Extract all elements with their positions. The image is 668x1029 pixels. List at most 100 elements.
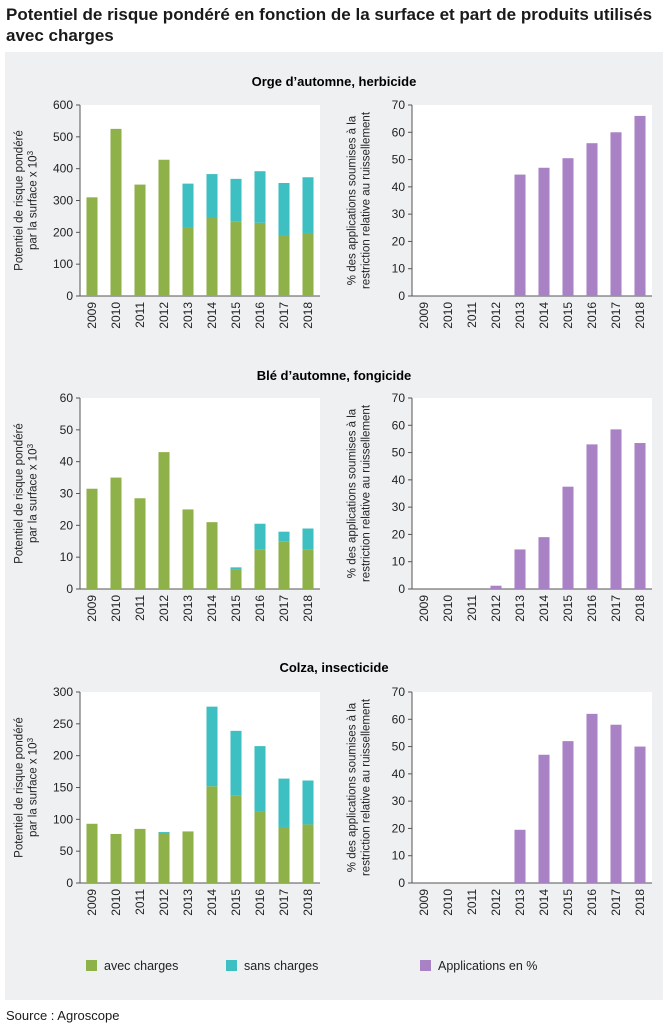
- y-tick-label: 60: [60, 391, 74, 405]
- bar-sans-charges-2016: [254, 171, 266, 223]
- x-tick-label: 2018: [633, 595, 647, 622]
- bar-applications-pct-2014: [538, 754, 550, 883]
- x-tick-label: 2012: [489, 302, 503, 329]
- y-axis-label-line1: Potentiel de risque pondéré: [14, 423, 26, 564]
- x-tick-label: 2010: [109, 889, 123, 916]
- y-tick-label: 100: [53, 812, 73, 826]
- bar-avec-charges-2018: [302, 549, 314, 589]
- x-tick-label: 2016: [253, 595, 267, 622]
- x-tick-label: 2016: [585, 302, 599, 329]
- subchart-title: Colza, insecticide: [279, 660, 388, 675]
- bar-avec-charges-2016: [254, 222, 266, 296]
- y-axis-label-superscript: 3: [26, 443, 35, 448]
- y-tick-label: 40: [392, 180, 406, 194]
- bar-avec-charges-2010: [110, 128, 122, 296]
- x-tick-label: 2012: [157, 595, 171, 622]
- y-tick-label: 50: [60, 423, 74, 437]
- bar-sans-charges-2015: [230, 567, 242, 570]
- x-tick-label: 2009: [85, 302, 99, 329]
- y-axis-label-line1: Potentiel de risque pondéré: [14, 130, 26, 271]
- y-tick-label: 30: [392, 500, 406, 514]
- chart-title: Potentiel de risque pondéré en fonction …: [6, 5, 653, 45]
- bar-sans-charges-2015: [230, 178, 242, 222]
- y-axis-label-line2: par la surface x 10: [28, 742, 40, 837]
- bar-sans-charges-2016: [254, 523, 266, 550]
- legend-label-avec: avec charges: [104, 959, 178, 973]
- bar-avec-charges-2009: [86, 488, 98, 589]
- bar-sans-charges-2014: [206, 174, 218, 219]
- y-tick-label: 60: [392, 125, 406, 139]
- y-tick-label: 50: [392, 446, 406, 460]
- y-tick-label: 400: [53, 162, 73, 176]
- y-tick-label: 200: [53, 749, 73, 763]
- bar-applications-pct-2015: [562, 158, 574, 296]
- y-tick-label: 150: [53, 781, 73, 795]
- y-axis-label-line1: % des applications soumises à la: [347, 115, 359, 285]
- y-axis-label-line2: par la surface x 10: [28, 155, 40, 250]
- bar-applications-pct-2017: [610, 132, 622, 296]
- y-tick-label: 0: [66, 876, 73, 890]
- y-tick-label: 50: [392, 153, 406, 167]
- bar-sans-charges-2018: [302, 528, 314, 550]
- x-tick-label: 2012: [157, 889, 171, 916]
- x-tick-label: 2010: [441, 889, 455, 916]
- bar-applications-pct-2018: [634, 443, 646, 589]
- x-tick-label: 2013: [181, 889, 195, 916]
- bar-sans-charges-2016: [254, 746, 266, 812]
- bar-applications-pct-2013: [514, 174, 526, 296]
- subchart-4: 0 10 20 30 40 50 60 70 2009 2010 2011 2012 2013 2014 2…: [347, 391, 652, 622]
- bar-sans-charges-2017: [278, 531, 290, 542]
- x-tick-label: 2013: [513, 302, 527, 329]
- bar-applications-pct-2014: [538, 537, 550, 589]
- bar-applications-pct-2017: [610, 429, 622, 589]
- y-axis-label: % des applications soumises à la restrict…: [347, 111, 373, 289]
- x-tick-label: 2017: [277, 889, 291, 916]
- y-tick-label: 30: [60, 487, 74, 501]
- x-tick-label: 2015: [229, 302, 243, 329]
- bar-sans-charges-2018: [302, 177, 314, 233]
- x-tick-label: 2009: [417, 595, 431, 622]
- y-tick-label: 600: [53, 98, 73, 112]
- bar-avec-charges-2010: [110, 833, 122, 883]
- x-tick-label: 2011: [133, 595, 147, 621]
- y-axis-label: Potentiel de risque pondéré par la surfac…: [14, 717, 40, 858]
- y-tick-label: 0: [398, 582, 405, 596]
- y-axis-label-superscript: 3: [26, 737, 35, 742]
- y-tick-label: 50: [392, 740, 406, 754]
- y-tick-label: 100: [53, 257, 73, 271]
- bar-avec-charges-2015: [230, 221, 242, 296]
- x-tick-label: 2015: [561, 889, 575, 916]
- x-tick-label: 2012: [489, 889, 503, 916]
- x-tick-label: 2010: [441, 595, 455, 622]
- x-tick-label: 2016: [253, 302, 267, 329]
- bar-sans-charges-2017: [278, 778, 290, 827]
- y-axis-label-line1: Potentiel de risque pondéré: [14, 717, 26, 858]
- legend-swatch-pct: [420, 960, 431, 971]
- bar-avec-charges-2015: [230, 795, 242, 883]
- y-tick-label: 0: [398, 876, 405, 890]
- bar-avec-charges-2016: [254, 811, 266, 883]
- x-tick-label: 2009: [85, 889, 99, 916]
- bar-applications-pct-2018: [634, 115, 646, 297]
- x-tick-label: 2012: [157, 302, 171, 329]
- y-tick-label: 500: [53, 130, 73, 144]
- bar-avec-charges-2014: [206, 218, 218, 296]
- y-tick-label: 10: [392, 849, 406, 863]
- bar-sans-charges-2013: [182, 183, 194, 228]
- x-tick-label: 2017: [277, 595, 291, 622]
- bar-applications-pct-2018: [634, 746, 646, 883]
- bar-avec-charges-2015: [230, 569, 242, 589]
- x-tick-label: 2018: [301, 595, 315, 622]
- bar-avec-charges-2013: [182, 831, 194, 883]
- x-tick-label: 2013: [513, 889, 527, 916]
- x-tick-label: 2016: [585, 889, 599, 916]
- bar-avec-charges-2018: [302, 232, 314, 296]
- y-tick-label: 10: [392, 555, 406, 569]
- bar-avec-charges-2012: [158, 159, 170, 296]
- x-tick-label: 2013: [513, 595, 527, 622]
- y-tick-label: 30: [392, 207, 406, 221]
- x-tick-label: 2014: [537, 595, 551, 622]
- y-axis-label: Potentiel de risque pondéré par la surfac…: [14, 423, 40, 564]
- x-tick-label: 2010: [441, 302, 455, 329]
- y-tick-label: 50: [60, 844, 74, 858]
